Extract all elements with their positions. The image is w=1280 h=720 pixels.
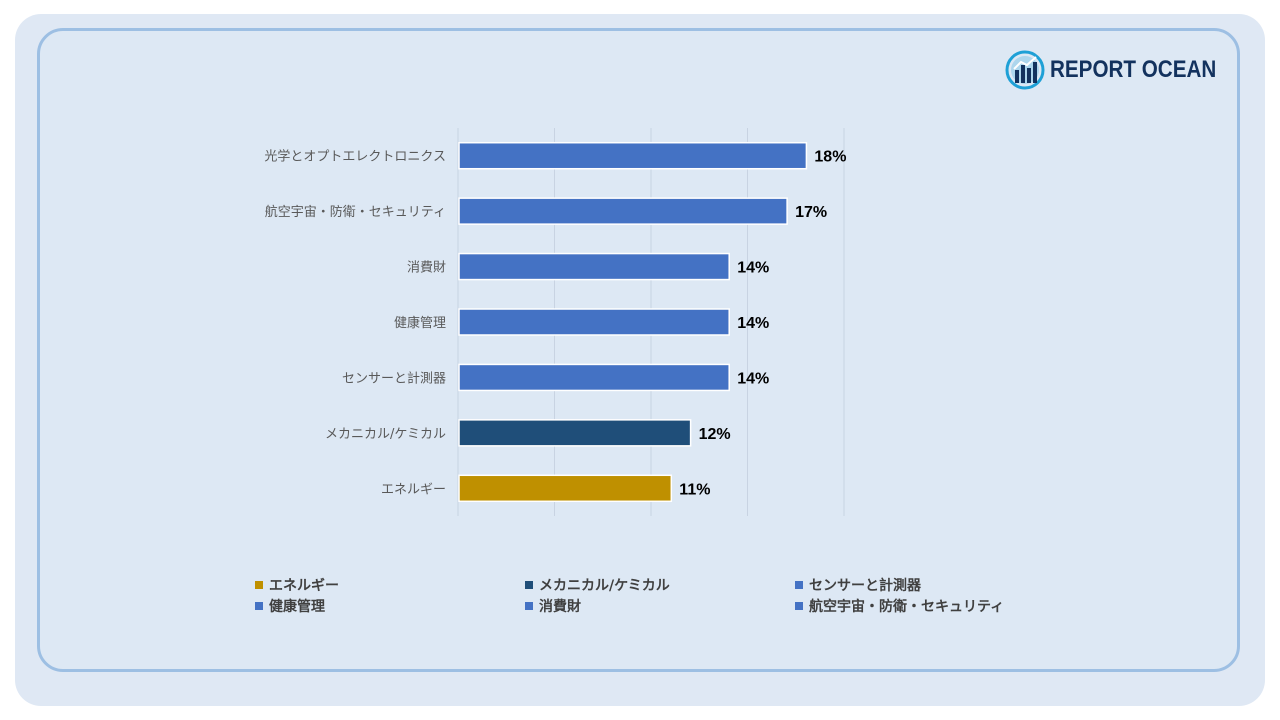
bar xyxy=(458,419,692,447)
legend-swatch xyxy=(255,580,263,589)
legend-item: 消費財 xyxy=(525,596,795,615)
data-label: 18% xyxy=(814,149,846,166)
legend-label: 健康管理 xyxy=(269,598,325,615)
legend-swatch xyxy=(795,601,803,610)
legend-item: 航空宇宙・防衛・セキュリティ xyxy=(795,596,1015,615)
data-label: 14% xyxy=(737,370,769,387)
legend-item: 健康管理 xyxy=(255,596,525,615)
legend-swatch xyxy=(795,580,803,589)
chart-frame xyxy=(37,28,1240,672)
legend-swatch xyxy=(525,580,533,589)
bar xyxy=(458,252,730,281)
bar xyxy=(458,197,788,225)
legend-label: エネルギー xyxy=(269,577,339,594)
brand-name: REPORT OCEAN xyxy=(1050,56,1217,83)
bar xyxy=(458,141,808,170)
legend-item: メカニカル/ケミカル xyxy=(525,575,795,594)
data-label: 14% xyxy=(737,315,769,332)
legend-label: メカニカル/ケミカル xyxy=(539,577,670,594)
data-label: 17% xyxy=(795,204,827,221)
legend-item: センサーと計測器 xyxy=(795,575,1015,594)
legend-item: エネルギー xyxy=(255,575,525,594)
chart-legend: エネルギー メカニカル/ケミカル センサーと計測器健康管理 消費財 航空宇宙・防衛・セキ… xyxy=(255,575,1015,615)
category-label: 光学とオプトエレクトロニクス xyxy=(264,149,446,165)
category-label: メカニカル/ケミカル xyxy=(325,427,446,442)
data-label: 14% xyxy=(737,260,769,277)
category-label: エネルギー xyxy=(381,482,446,497)
data-label: 12% xyxy=(699,426,731,443)
data-label: 11% xyxy=(679,481,710,498)
legend-label: 消費財 xyxy=(539,598,581,615)
bar xyxy=(458,474,673,503)
category-label: 健康管理 xyxy=(394,315,446,331)
legend-swatch xyxy=(525,601,533,610)
legend-label: センサーと計測器 xyxy=(809,577,921,594)
category-label: 消費財 xyxy=(407,261,446,276)
brand-logo: REPORT OCEAN xyxy=(1005,50,1243,90)
category-label: 航空宇宙・防衛・セキュリティ xyxy=(265,204,446,220)
bar xyxy=(458,363,730,392)
category-label: センサーと計測器 xyxy=(342,370,446,386)
legend-label: 航空宇宙・防衛・セキュリティ xyxy=(809,598,1005,615)
chart-globe-icon xyxy=(1005,50,1045,90)
bar xyxy=(458,308,730,336)
legend-swatch xyxy=(255,601,263,610)
